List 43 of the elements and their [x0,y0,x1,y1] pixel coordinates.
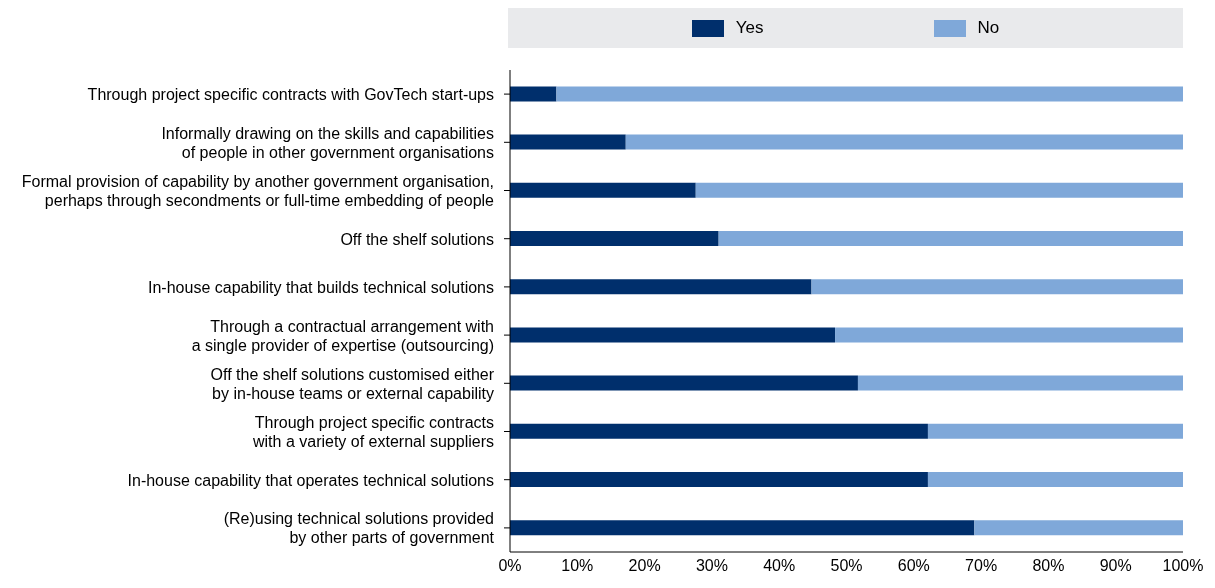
y-tick-label: Formal provision of capability by another government organisation, perhaps through secondments or full-time embedding of people [21,172,495,209]
bar [510,230,719,246]
bar [835,327,1183,343]
bar [718,230,1183,246]
y-tick-label: In-house capability that builds technical solutions [148,278,494,296]
bar [510,134,626,150]
bar [510,327,836,343]
bar [510,520,975,536]
x-tick-label: 0% [498,557,522,575]
x-tick-label: 40% [763,557,796,575]
bar [510,182,696,198]
x-tick-label: 30% [695,557,728,575]
y-tick-label: Informally drawing on the skills and capabilities of people in other government organisations [161,124,494,161]
x-tick-label: 80% [1032,557,1065,575]
legend-label: Yes [735,18,764,38]
bar [811,279,1183,295]
y-tick-label: Off the shelf solutions [340,230,494,248]
legend-label: No [977,18,1000,38]
y-tick-label: In-house capability that operates technical solutions [127,471,494,489]
y-tick-label: (Re)using technical solutions provided by other parts of government [223,509,495,546]
x-tick-label: 50% [830,557,863,575]
x-tick-label: 70% [965,557,998,575]
y-tick-label: Through project specific contracts with a variety of external suppliers [252,413,494,450]
x-tick-label: 60% [897,557,930,575]
x-tick-label: 90% [1099,557,1132,575]
bar [974,520,1183,536]
bar [857,375,1183,391]
bar [927,423,1183,439]
bar [695,182,1183,198]
bar [510,86,557,102]
y-tick-label: Off the shelf solutions customised either by in-house teams or external capability [210,365,495,402]
bar [556,86,1183,102]
bar [510,471,928,487]
bar [510,279,812,295]
x-tick-label: 20% [628,557,661,575]
bar [510,423,928,439]
bar [927,471,1183,487]
y-tick-label: Through project specific contracts with GovTech start-ups [87,85,494,103]
bar [625,134,1183,150]
y-tick-label: Through a contractual arrangement with a single provider of expertise (outsourcing) [191,317,494,354]
x-tick-label: 10% [561,557,594,575]
x-tick-label: 100% [1162,557,1204,575]
bar [510,375,858,391]
